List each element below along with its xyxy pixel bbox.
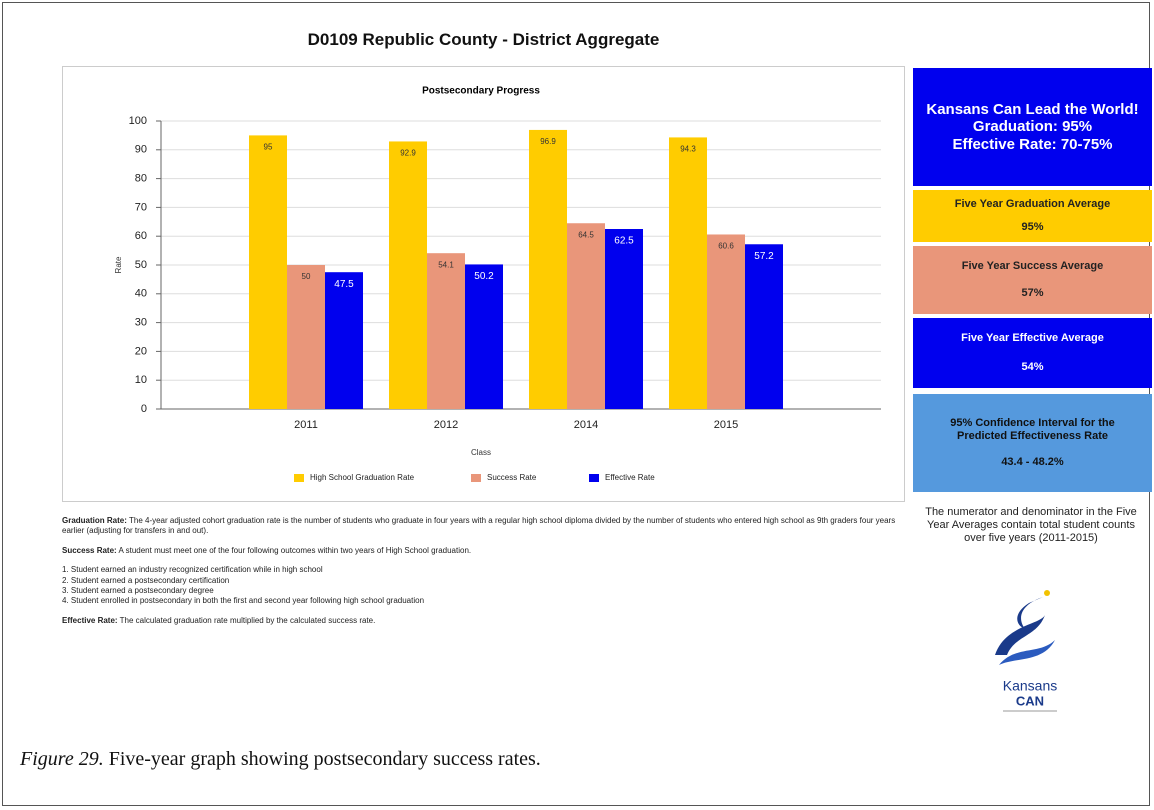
bar: [745, 244, 783, 409]
legend-swatch: [294, 474, 304, 482]
logo-star: [1044, 590, 1050, 596]
goal-box: Kansans Can Lead the World! Graduation: …: [913, 68, 1152, 186]
y-tick-label: 50: [135, 259, 147, 271]
success-average-box: Five Year Success Average 57%: [913, 246, 1152, 314]
box-label: Five Year Success Average: [961, 260, 1104, 273]
note-text: The calculated graduation rate multiplie…: [119, 615, 376, 625]
note-text: The 4-year adjusted cohort graduation ra…: [62, 516, 896, 536]
logo: Kansans CAN: [995, 590, 1057, 712]
caption: Figure 29. Five-year graph showing posts…: [20, 748, 541, 771]
side-note: The numerator and denominator in the Fiv…: [925, 506, 1137, 545]
bar: [707, 234, 745, 409]
note-paragraph: Graduation Rate: The 4-year adjusted coh…: [62, 516, 902, 537]
value-label: 47.5: [334, 279, 354, 290]
legend-label: Success Rate: [487, 473, 537, 482]
value-label: 62.5: [614, 236, 634, 247]
logo-swoosh: [999, 640, 1055, 665]
value-label: 50: [302, 272, 311, 281]
box-value: 57%: [1021, 287, 1044, 299]
x-axis-label: Class: [471, 448, 491, 457]
value-label: 54.1: [438, 260, 454, 269]
bar: [325, 272, 363, 409]
note-term: Graduation Rate:: [62, 516, 127, 525]
outcome: 2. Student earned a postsecondary certif…: [62, 575, 230, 585]
bar: [567, 223, 605, 409]
logo-text: Kansans: [1003, 678, 1057, 694]
chart-box: Postsecondary Progress Class Rate 0 10 20 3…: [62, 66, 905, 502]
y-tick-label: 40: [135, 288, 147, 300]
value-label: 64.5: [578, 230, 594, 239]
legend-swatch: [471, 474, 481, 482]
value-label: 92.9: [400, 149, 416, 158]
note-term: Effective Rate:: [62, 615, 118, 625]
doc-title: D0109 Republic County - District Aggrega…: [307, 30, 660, 49]
logo-swoosh: [995, 615, 1045, 655]
caption-text: Five-year graph showing postsecondary su…: [108, 748, 541, 770]
x-tick-label: 2011: [294, 419, 318, 431]
bar: [465, 264, 503, 409]
x-tick-label: 2014: [574, 419, 598, 431]
box-value: 54%: [1021, 361, 1044, 373]
box-value: 43.4 - 48.2%: [1001, 456, 1064, 469]
bar: [249, 135, 287, 409]
y-tick-label: 10: [135, 374, 147, 386]
legend-label: High School Graduation Rate: [310, 473, 415, 482]
logo-text: CAN: [1016, 693, 1044, 708]
outcome: 3. Student earned a postsecondary degree: [62, 585, 214, 595]
notes: Graduation Rate: The 4-year adjusted coh…: [62, 516, 902, 635]
effective-average-box: Five Year Effective Average 54%: [913, 318, 1152, 388]
y-tick-label: 0: [141, 403, 147, 415]
y-tick-label: 60: [135, 230, 147, 242]
outcome: 4. Student enrolled in postsecondary in …: [62, 596, 425, 606]
bar: [287, 265, 325, 409]
note-term: Success Rate:: [62, 545, 117, 555]
graduation-average-box: Five Year Graduation Average 95%: [913, 190, 1152, 242]
note-paragraph: Effective Rate: The calculated graduatio…: [62, 616, 902, 626]
value-label: 95: [264, 143, 273, 152]
outcome-list: 1. Student earned an industry recognized…: [62, 565, 902, 607]
outcome: 1. Student earned an industry recognized…: [62, 565, 323, 575]
value-label: 57.2: [754, 251, 774, 262]
legend-swatch: [589, 474, 599, 482]
y-tick-label: 80: [135, 173, 147, 185]
caption-label: Figure 29.: [20, 748, 104, 770]
goal-line: Graduation: 95%: [972, 118, 1093, 136]
x-tick-label: 2012: [434, 419, 458, 431]
x-tick-label: 2015: [714, 419, 738, 431]
bar: [669, 137, 707, 409]
bar: [529, 129, 567, 409]
y-tick-label: 70: [135, 201, 147, 213]
legend-label: Effective Rate: [605, 473, 655, 482]
y-tick-label: 90: [135, 144, 147, 156]
bar: [389, 141, 427, 409]
box-label: Five Year Graduation Average: [954, 198, 1111, 211]
goal-line: Effective Rate: 70-75%: [952, 135, 1113, 153]
y-tick-label: 30: [135, 317, 147, 329]
confidence-interval-box: 95% Confidence Interval for the Predicte…: [913, 394, 1152, 492]
bar: [427, 253, 465, 409]
value-label: 94.3: [680, 145, 696, 154]
value-label: 60.6: [718, 242, 734, 251]
box-label: Five Year Effective Average: [961, 332, 1104, 345]
note-paragraph: Success Rate: A student must meet one of…: [62, 546, 902, 556]
value-label: 96.9: [540, 137, 556, 146]
y-tick-label: 20: [135, 345, 147, 357]
box-label: 95% Confidence Interval for the Predicte…: [950, 417, 1115, 442]
chart: Postsecondary Progress Class Rate 0 10 20 3…: [114, 86, 881, 482]
box-value: 95%: [1021, 221, 1044, 233]
y-tick-label: 100: [129, 115, 147, 127]
value-label: 50.2: [474, 271, 494, 282]
y-axis-label: Rate: [114, 256, 123, 273]
bar: [605, 229, 643, 409]
goal-line: Kansans Can Lead the World!: [926, 101, 1139, 119]
note-text: A student must meet one of the four foll…: [118, 545, 472, 555]
chart-title: Postsecondary Progress: [422, 86, 540, 97]
